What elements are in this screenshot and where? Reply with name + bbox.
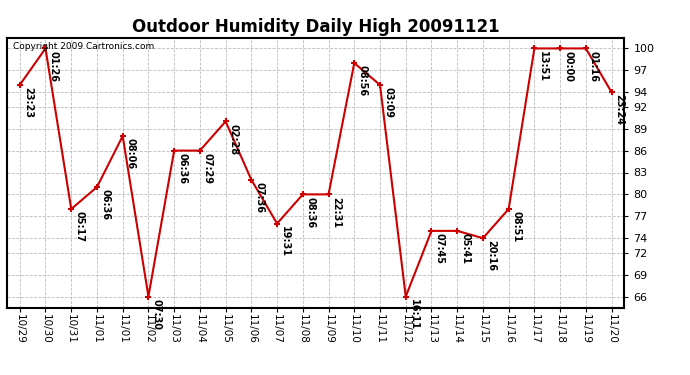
Text: 20:16: 20:16 <box>486 240 496 272</box>
Text: 07:30: 07:30 <box>152 299 161 330</box>
Text: 01:16: 01:16 <box>589 51 599 82</box>
Text: 19:31: 19:31 <box>280 226 290 257</box>
Text: 06:36: 06:36 <box>100 189 110 220</box>
Text: 08:56: 08:56 <box>357 65 367 96</box>
Text: 23:23: 23:23 <box>23 87 33 118</box>
Text: Copyright 2009 Cartronics.com: Copyright 2009 Cartronics.com <box>13 42 155 51</box>
Text: 08:06: 08:06 <box>126 138 136 170</box>
Text: 07:29: 07:29 <box>203 153 213 184</box>
Text: 03:09: 03:09 <box>383 87 393 118</box>
Text: 07:45: 07:45 <box>435 233 444 264</box>
Text: 23:24: 23:24 <box>615 94 624 125</box>
Text: 13:51: 13:51 <box>538 51 547 82</box>
Text: 07:36: 07:36 <box>255 182 264 213</box>
Title: Outdoor Humidity Daily High 20091121: Outdoor Humidity Daily High 20091121 <box>132 18 500 36</box>
Text: 05:41: 05:41 <box>460 233 471 264</box>
Text: 05:17: 05:17 <box>75 211 84 242</box>
Text: 22:31: 22:31 <box>332 196 342 228</box>
Text: 06:36: 06:36 <box>177 153 187 184</box>
Text: 08:36: 08:36 <box>306 196 316 228</box>
Text: 16:11: 16:11 <box>408 299 419 330</box>
Text: 00:00: 00:00 <box>563 51 573 82</box>
Text: 08:51: 08:51 <box>512 211 522 242</box>
Text: 01:26: 01:26 <box>48 51 59 82</box>
Text: 02:28: 02:28 <box>228 124 239 155</box>
